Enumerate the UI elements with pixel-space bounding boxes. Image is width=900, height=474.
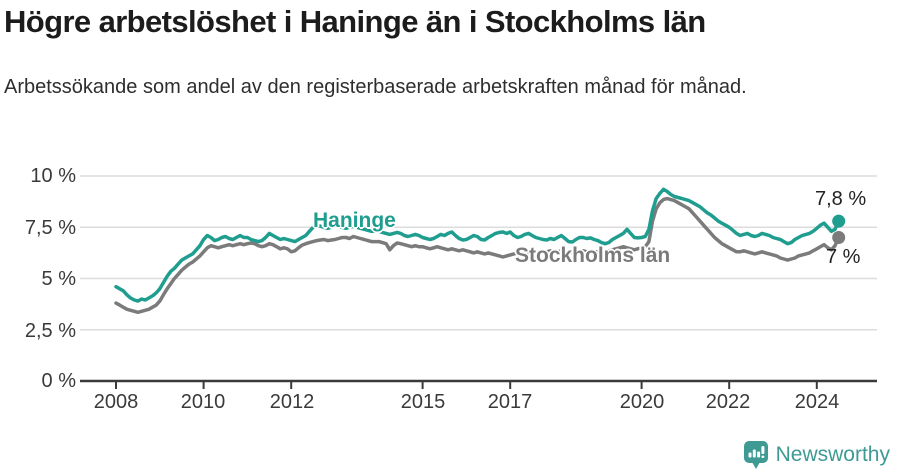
x-axis-tick-label: 2010 (180, 391, 226, 413)
x-axis-tick-label: 2024 (794, 391, 840, 413)
newsworthy-logo[interactable]: Newsworthy (743, 440, 890, 469)
end-value-label-stockholms-lan: 7 % (826, 246, 861, 268)
x-axis-tick-label: 2008 (93, 391, 139, 413)
newsworthy-bubble-icon (743, 441, 768, 469)
x-axis-tick-label: 2012 (269, 391, 315, 413)
y-axis-tick-label: 7,5 % (24, 217, 76, 239)
y-axis-tick-label: 0 % (41, 370, 76, 392)
y-axis-tick-label: 10 % (30, 165, 76, 187)
x-axis-tick-label: 2022 (705, 391, 751, 413)
chart-subtitle: Arbetssökande som andel av den registerb… (4, 76, 747, 98)
x-axis-tick-label: 2015 (400, 391, 446, 413)
y-axis-tick-label: 5 % (41, 268, 76, 290)
page-title: Högre arbetslöshet i Haninge än i Stockh… (4, 4, 706, 39)
end-value-label-haninge: 7,8 % (815, 188, 867, 210)
series-label-haninge: Haninge (313, 209, 396, 232)
series-label-stockholms-lan: Stockholms län (515, 244, 671, 267)
y-axis-tick-label: 2,5 % (24, 320, 76, 342)
x-axis-tick-label: 2017 (487, 391, 533, 413)
newsworthy-wordmark: Newsworthy (775, 442, 890, 466)
x-axis-tick-label: 2020 (619, 391, 665, 413)
